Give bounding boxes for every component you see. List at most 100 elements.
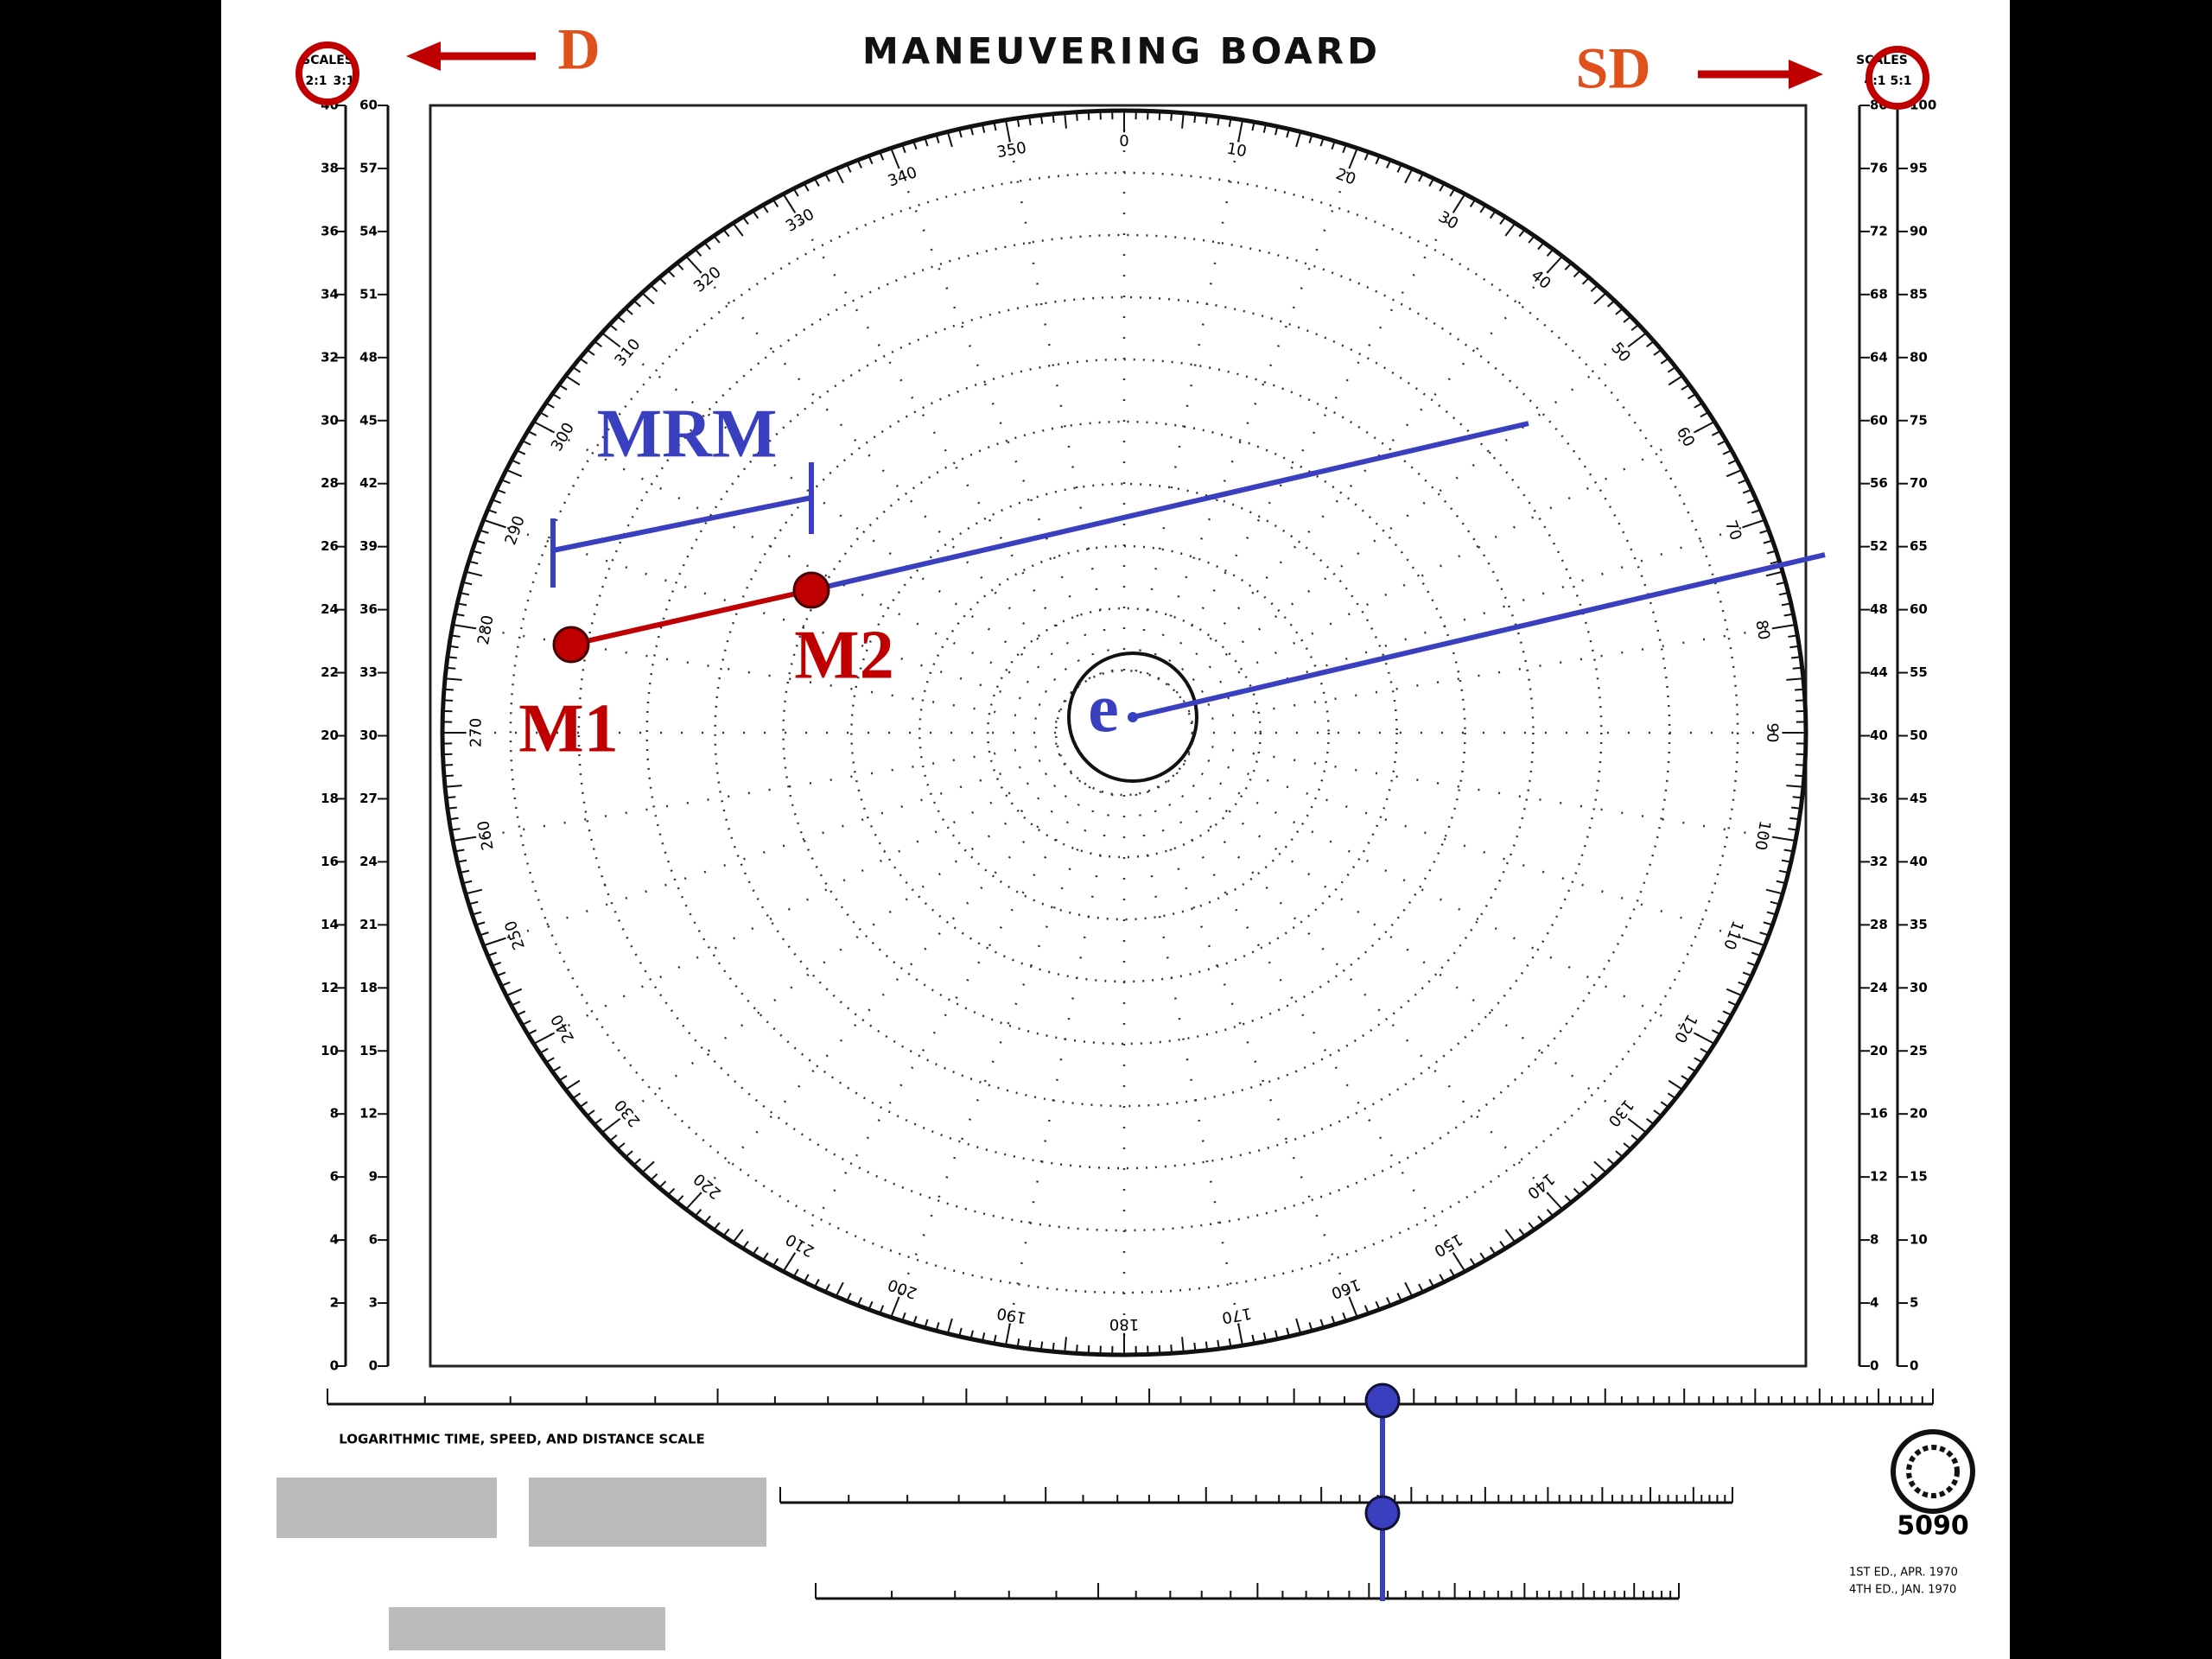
radial-line bbox=[1191, 626, 1783, 723]
scale-label: 48 bbox=[359, 349, 378, 365]
degree-tick bbox=[1742, 971, 1752, 977]
degree-tick bbox=[1788, 634, 1798, 638]
degree-tick bbox=[527, 1029, 537, 1035]
degree-tick bbox=[1504, 1229, 1516, 1243]
degree-tick bbox=[1794, 774, 1805, 778]
scale-label: 57 bbox=[359, 160, 378, 175]
degree-tick bbox=[462, 581, 473, 586]
scale-label: 5 bbox=[1910, 1295, 1918, 1311]
degree-tick bbox=[1738, 981, 1748, 987]
degree-tick bbox=[1499, 216, 1507, 226]
degree-tick bbox=[479, 931, 489, 937]
degree-tick bbox=[1439, 182, 1446, 192]
degree-tick bbox=[521, 440, 531, 446]
degree-tick bbox=[1375, 156, 1381, 165]
nomogram bbox=[327, 1389, 1934, 1600]
scale-label: 24 bbox=[359, 854, 378, 869]
bearing-label: 270 bbox=[467, 718, 485, 747]
degree-tick bbox=[650, 284, 658, 293]
degree-tick bbox=[1667, 365, 1676, 373]
degree-tick bbox=[1653, 348, 1662, 356]
degree-tick bbox=[1722, 1010, 1732, 1016]
scale-label: 32 bbox=[1870, 854, 1888, 869]
degree-tick bbox=[565, 375, 581, 386]
degree-tick bbox=[558, 384, 568, 391]
scale-label: 12 bbox=[321, 980, 339, 995]
label-mrm: MRM bbox=[597, 396, 778, 472]
degree-tick bbox=[835, 1281, 844, 1297]
degree-tick bbox=[713, 1222, 721, 1230]
degree-tick bbox=[868, 1300, 874, 1310]
fine-print-block bbox=[389, 1607, 665, 1650]
degree-tick bbox=[572, 1092, 582, 1100]
scale-label: 55 bbox=[1910, 664, 1928, 680]
degree-tick bbox=[452, 836, 477, 842]
scale-label: 16 bbox=[321, 854, 339, 869]
arrow-head bbox=[1789, 60, 1823, 89]
degree-tick bbox=[946, 1318, 953, 1334]
scale-label: 12 bbox=[359, 1106, 378, 1122]
degree-tick bbox=[1606, 1158, 1616, 1166]
scale-label: 9 bbox=[369, 1169, 378, 1185]
degree-tick bbox=[1452, 193, 1466, 213]
scale-label: 18 bbox=[321, 791, 339, 806]
nomogram-point bbox=[1364, 1382, 1401, 1419]
bearing-label: 10 bbox=[1225, 140, 1248, 162]
degree-tick bbox=[446, 666, 456, 670]
degree-tick bbox=[1418, 1283, 1424, 1293]
degree-tick bbox=[446, 796, 456, 799]
degree-tick bbox=[443, 774, 454, 778]
degree-tick bbox=[448, 817, 459, 821]
degree-tick bbox=[1771, 623, 1796, 630]
label-d: D bbox=[557, 16, 600, 82]
degree-tick bbox=[912, 1315, 918, 1325]
degree-tick bbox=[1727, 459, 1738, 465]
degree-tick bbox=[551, 1065, 562, 1073]
scale-label: 18 bbox=[359, 980, 378, 995]
degree-tick bbox=[1700, 411, 1709, 418]
degree-tick bbox=[958, 129, 963, 138]
scale-label: 32 bbox=[321, 349, 339, 365]
degree-tick bbox=[1170, 111, 1173, 121]
scale-label: 34 bbox=[321, 286, 339, 302]
degree-tick bbox=[762, 1252, 769, 1262]
scale-label: 39 bbox=[359, 538, 378, 554]
degree-tick bbox=[608, 323, 618, 332]
scale-label: 44 bbox=[1870, 664, 1888, 680]
degree-tick bbox=[1251, 1334, 1255, 1344]
degree-tick bbox=[1452, 1252, 1466, 1273]
degree-tick bbox=[1681, 384, 1690, 391]
degree-tick bbox=[1660, 357, 1669, 365]
degree-tick bbox=[1274, 126, 1279, 136]
degree-tick bbox=[722, 228, 730, 238]
degree-tick bbox=[1727, 1001, 1738, 1007]
bearing-label: 80 bbox=[1751, 619, 1773, 641]
scale-label: 0 bbox=[1870, 1358, 1878, 1374]
scale-label: 30 bbox=[1910, 980, 1928, 995]
degree-tick bbox=[625, 1150, 633, 1158]
degree-tick bbox=[475, 921, 486, 926]
scale-label: 28 bbox=[1870, 917, 1888, 932]
degree-tick bbox=[462, 880, 473, 885]
degree-tick bbox=[803, 1274, 810, 1283]
degree-tick bbox=[468, 900, 479, 906]
degree-tick bbox=[1789, 817, 1800, 821]
degree-tick bbox=[1237, 1324, 1243, 1346]
scale-label: 6 bbox=[330, 1169, 339, 1185]
degree-tick bbox=[1645, 1117, 1655, 1125]
degree-tick bbox=[993, 122, 997, 131]
scale-title: LOGARITHMIC TIME, SPEED, AND DISTANCE SC… bbox=[339, 1432, 705, 1447]
degree-tick bbox=[1052, 1342, 1055, 1352]
mrm-bracket bbox=[552, 495, 812, 553]
polar-grid: 0 102030405060708090100110120130140150160… bbox=[440, 108, 1808, 1357]
degree-tick bbox=[1742, 937, 1765, 947]
degree-tick bbox=[901, 1312, 906, 1322]
scale-label: 8 bbox=[1870, 1232, 1878, 1248]
scale-label: 20 bbox=[1870, 1043, 1888, 1058]
degree-tick bbox=[511, 459, 521, 465]
degree-tick bbox=[444, 677, 462, 681]
degree-tick bbox=[1789, 645, 1800, 649]
degree-tick bbox=[1590, 1173, 1599, 1181]
emblem bbox=[1891, 1429, 1975, 1514]
